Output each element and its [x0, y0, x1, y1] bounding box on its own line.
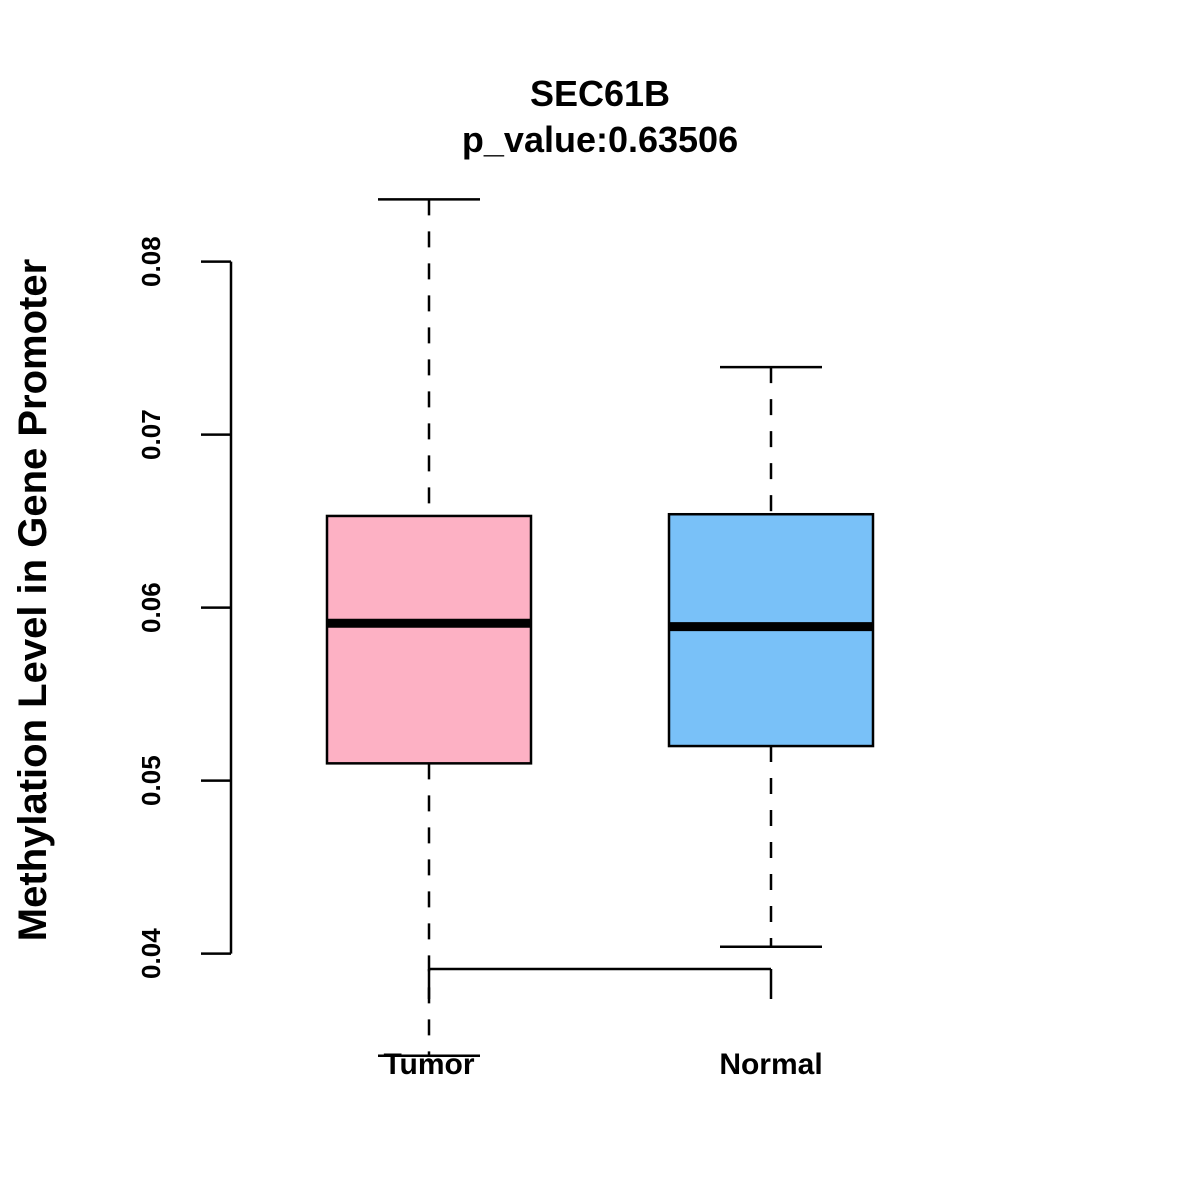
y-tick-label: 0.04	[136, 928, 166, 979]
box-normal	[667, 365, 875, 948]
chart-subtitle: p_value:0.63506	[462, 119, 738, 160]
y-tick-label: 0.07	[136, 409, 166, 460]
x-tick-label: Normal	[719, 1048, 822, 1081]
box-tumor	[325, 198, 533, 1057]
y-tick-label: 0.05	[136, 755, 166, 806]
y-tick-label: 0.06	[136, 582, 166, 633]
x-axis: Tumor Normal	[383, 967, 823, 1081]
boxes	[325, 198, 875, 1057]
y-tick-label: 0.08	[136, 236, 166, 287]
y-axis-label: Methylation Level in Gene Promoter	[11, 259, 55, 941]
chart-title: SEC61B	[530, 73, 670, 114]
iqr-box	[325, 514, 533, 765]
y-axis: 0.04 0.05 0.06 0.07 0.08	[136, 236, 233, 979]
